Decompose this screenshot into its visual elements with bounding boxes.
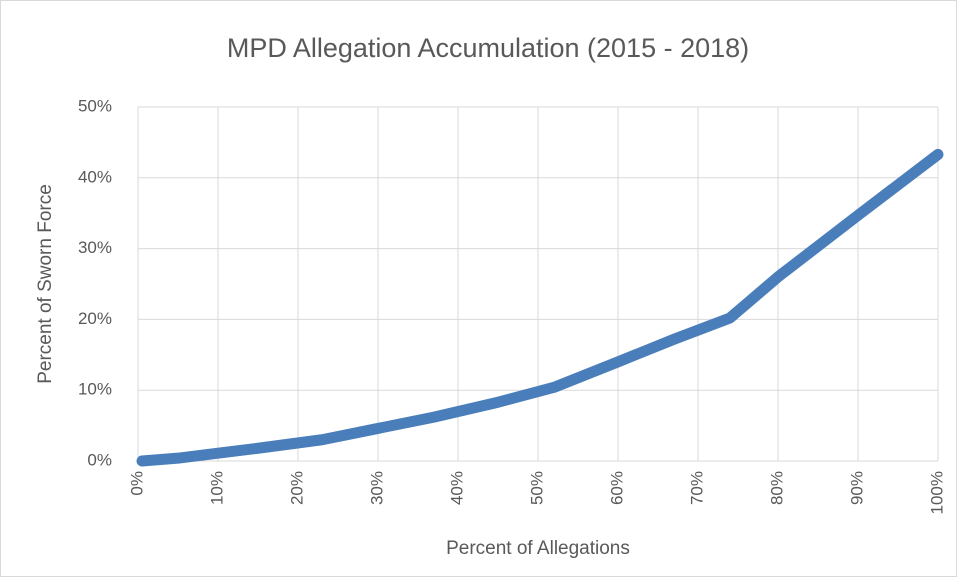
y-tick-label: 20% bbox=[78, 309, 112, 328]
x-tick-label: 100% bbox=[927, 471, 946, 514]
x-tick-label: 80% bbox=[767, 471, 786, 505]
x-tick-label: 60% bbox=[607, 471, 626, 505]
y-tick-label: 50% bbox=[78, 96, 112, 115]
y-tick-label: 0% bbox=[87, 450, 112, 469]
x-tick-label: 50% bbox=[527, 471, 546, 505]
x-axis-title: Percent of Allegations bbox=[446, 538, 630, 559]
chart-title: MPD Allegation Accumulation (2015 - 2018… bbox=[227, 33, 749, 63]
y-tick-label: 30% bbox=[78, 238, 112, 257]
x-tick-label: 90% bbox=[847, 471, 866, 505]
x-tick-label: 70% bbox=[687, 471, 706, 505]
x-tick-label: 0% bbox=[127, 471, 146, 496]
x-tick-label: 40% bbox=[447, 471, 466, 505]
x-tick-label: 30% bbox=[367, 471, 386, 505]
y-tick-label: 40% bbox=[78, 167, 112, 186]
y-tick-label: 10% bbox=[78, 380, 112, 399]
data-line bbox=[136, 148, 944, 467]
x-tick-label: 10% bbox=[207, 471, 226, 505]
y-axis-title: Percent of Sworn Force bbox=[35, 184, 56, 384]
x-tick-label: 20% bbox=[287, 471, 306, 505]
